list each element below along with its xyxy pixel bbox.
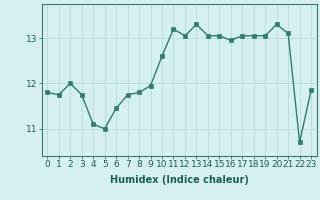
X-axis label: Humidex (Indice chaleur): Humidex (Indice chaleur) xyxy=(110,175,249,185)
